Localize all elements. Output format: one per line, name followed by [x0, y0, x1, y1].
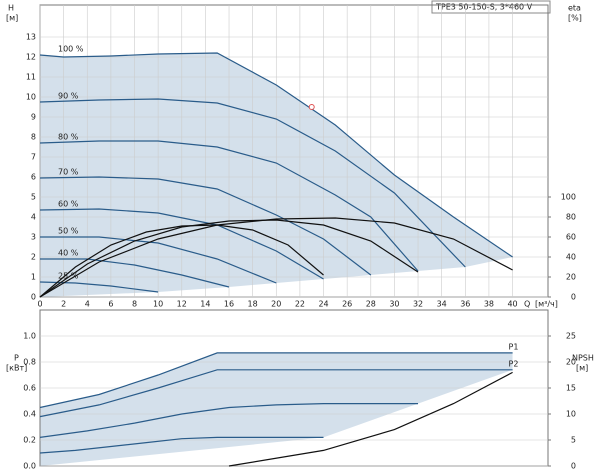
x-tick-label: 32: [413, 300, 423, 309]
y2-tick-label: 5: [571, 436, 576, 445]
x-tick-label: 6: [108, 300, 113, 309]
y-axis-unit: [кВт]: [6, 364, 27, 373]
x-tick-label: 38: [484, 300, 494, 309]
curve: [39, 403, 418, 438]
y2-tick-label: 0: [571, 293, 576, 302]
x-tick-label: 14: [200, 300, 210, 309]
curve: [39, 98, 466, 268]
y-axis-unit: [м]: [6, 14, 18, 23]
curve: [40, 258, 230, 288]
x-tick-label: 36: [460, 300, 470, 309]
x-tick-label: 22: [295, 300, 305, 309]
curve: [39, 369, 513, 418]
curve: [228, 371, 513, 467]
curve-label: 60 %: [58, 200, 79, 209]
y2-axis-label: eta: [568, 4, 581, 13]
y2-tick-label: 25: [566, 332, 576, 341]
curve-label: 80 %: [58, 133, 79, 142]
curve: [39, 224, 324, 298]
y-tick-label: 12: [26, 53, 36, 62]
y-tick-label: 7: [31, 153, 36, 162]
x-tick-label: 28: [366, 300, 376, 309]
title-box: [431, 0, 551, 14]
y-tick-label: 0.0: [23, 462, 36, 471]
operating-area: [40, 352, 513, 466]
curve-label: 100 %: [58, 45, 84, 54]
curve: [39, 219, 419, 298]
x-tick-label: 40: [507, 300, 517, 309]
y2-tick-label: 20: [566, 273, 576, 282]
x-tick-label: 8: [132, 300, 137, 309]
x-tick-label: 24: [318, 300, 328, 309]
y2-tick-label: 40: [566, 253, 576, 262]
y2-axis-label: NPSH: [572, 354, 594, 363]
y-tick-label: 9: [31, 113, 36, 122]
y-tick-label: 0.6: [23, 384, 36, 393]
y-tick-label: 1: [31, 273, 36, 282]
y-tick-label: 0: [31, 293, 36, 302]
curve-label: 70 %: [58, 168, 79, 177]
x-tick-label: 16: [224, 300, 234, 309]
curve: [40, 236, 277, 284]
curve: [39, 140, 419, 272]
duty-point: [308, 104, 315, 110]
y-tick-label: 0.8: [23, 358, 36, 367]
y-tick-label: 8: [31, 133, 36, 142]
y-tick-label: 11: [26, 73, 36, 82]
x-tick-label: 10: [153, 300, 163, 309]
x-tick-label: 2: [61, 300, 66, 309]
y2-tick-label: 60: [566, 233, 576, 242]
curve: [39, 436, 324, 454]
curve: [39, 52, 513, 258]
y2-tick-label: 10: [566, 410, 576, 419]
curve-label: 90 %: [58, 92, 79, 101]
curve-label: 40 %: [58, 249, 79, 258]
y-axis-label: P: [14, 354, 19, 363]
y2-tick-label: 80: [566, 213, 576, 222]
curve: [39, 217, 513, 298]
x-tick-label: 26: [342, 300, 352, 309]
x-tick-label: 4: [85, 300, 90, 309]
y-tick-label: 5: [31, 193, 36, 202]
y-tick-label: 1.0: [23, 332, 36, 341]
y-tick-label: 13: [26, 33, 36, 42]
x-tick-label: 12: [177, 300, 187, 309]
y2-tick-label: 15: [566, 384, 576, 393]
y2-tick-label: 0: [571, 462, 576, 471]
y-tick-label: 3: [31, 233, 36, 242]
y2-axis-unit: [м]: [576, 364, 588, 373]
x-axis-unit: [м³/ч]: [535, 300, 558, 309]
y2-axis-unit: [%]: [568, 14, 582, 23]
y2-tick-label: 100: [561, 193, 576, 202]
curve-label: 50 %: [58, 227, 79, 236]
x-axis-label: Q: [524, 300, 530, 309]
y-tick-label: 0.4: [23, 410, 36, 419]
y-tick-label: 4: [31, 213, 36, 222]
x-tick-label: 0: [37, 300, 42, 309]
y-tick-label: 6: [31, 173, 36, 182]
curve-label: P1: [509, 342, 519, 351]
y-tick-label: 2: [31, 253, 36, 262]
y-axis-label: H: [8, 4, 14, 13]
x-tick-label: 30: [389, 300, 399, 309]
x-tick-label: 20: [271, 300, 281, 309]
y-tick-label: 10: [26, 93, 36, 102]
curve: [39, 352, 513, 409]
y-tick-label: 0.2: [23, 436, 36, 445]
curve-label: P2: [509, 359, 519, 368]
x-tick-label: 34: [437, 300, 447, 309]
curve: [39, 208, 324, 280]
curve-label: 25 %: [58, 272, 79, 281]
curve: [39, 176, 372, 276]
chart-title: TPE3 50-150-S, 3*460 V: [435, 3, 533, 12]
y2-tick-label: 20: [566, 358, 576, 367]
x-tick-label: 18: [248, 300, 258, 309]
